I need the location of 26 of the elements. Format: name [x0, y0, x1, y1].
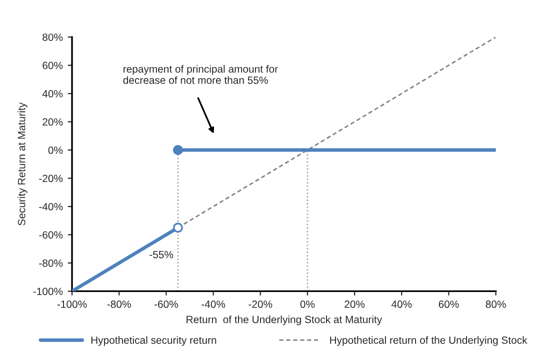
x-tick-label: 0% — [300, 300, 315, 308]
y-tick-label: 0% — [48, 146, 63, 154]
legend-label: Hypothetical security return — [91, 336, 216, 346]
x-tick-label: -60% — [154, 300, 178, 308]
y-tick-label: -80% — [39, 259, 63, 267]
y-tick-label: -40% — [39, 203, 63, 210]
legend-label: Hypothetical return of the Underlying Stock — [330, 336, 528, 346]
y-tick-label: 80% — [42, 34, 63, 41]
x-tick-label: -80% — [107, 300, 131, 308]
y-tick-label: -60% — [39, 231, 63, 239]
annotation: repayment of principal amount for decrease of not more than 55% — [123, 65, 278, 84]
annotation: -55% — [150, 250, 174, 258]
x-axis-title: Return of the Underlying Stock at Maturity — [186, 316, 382, 326]
y-tick-label: 20% — [42, 118, 63, 126]
y-tick-label: -100% — [33, 288, 63, 296]
x-tick-label: 40% — [391, 300, 412, 308]
x-tick-label: 80% — [486, 300, 506, 308]
x-tick-label: -100% — [57, 300, 87, 308]
x-tick-label: -20% — [248, 300, 272, 308]
x-tick-label: 20% — [344, 300, 365, 308]
x-tick-label: -40% — [202, 300, 226, 308]
y-tick-label: -20% — [39, 174, 63, 182]
x-tick-label: 60% — [438, 300, 459, 308]
y-axis-title: Security Return at Maturity — [18, 102, 28, 226]
y-tick-label: 40% — [42, 90, 63, 98]
y-tick-label: 60% — [42, 62, 63, 70]
